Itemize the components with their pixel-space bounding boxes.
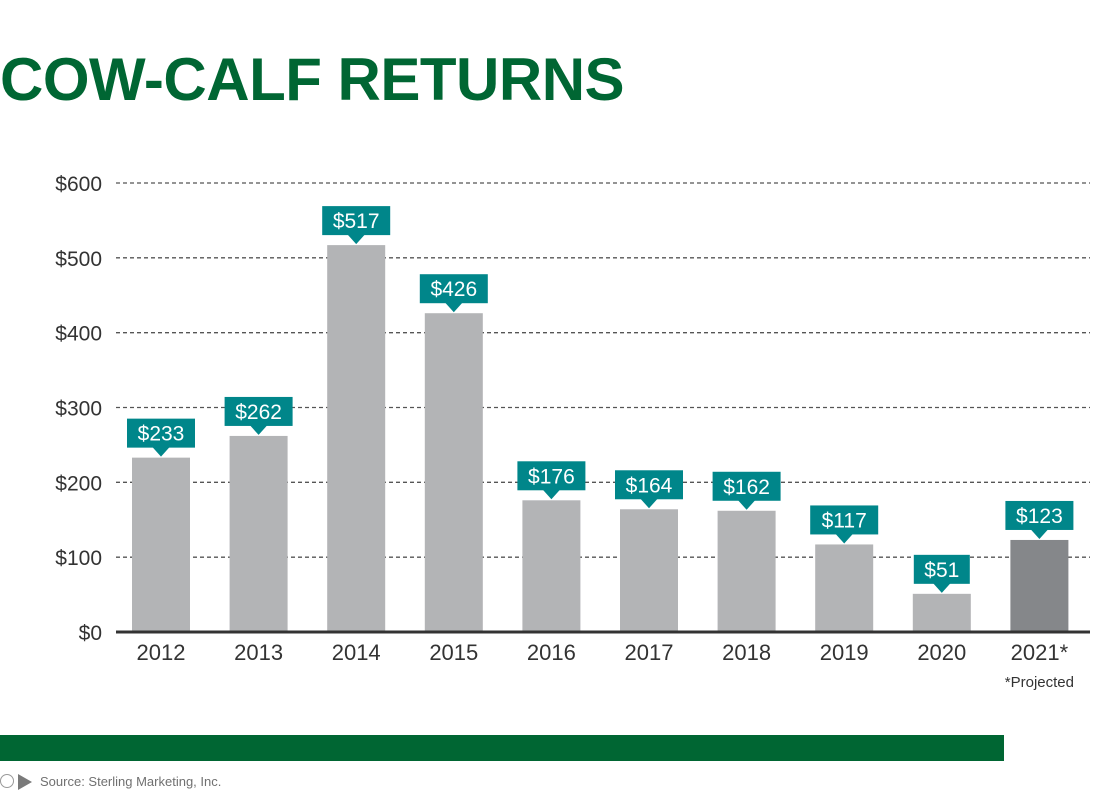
y-tick-label: $400 xyxy=(55,323,102,346)
bar xyxy=(229,435,288,632)
data-label: $233 xyxy=(138,423,185,446)
projected-footnote: *Projected xyxy=(1005,674,1074,691)
y-tick-label: $600 xyxy=(55,173,102,196)
x-tick-label: 2014 xyxy=(332,640,381,665)
data-label: $123 xyxy=(1016,505,1063,528)
data-label: $262 xyxy=(235,401,282,424)
bar xyxy=(717,510,776,632)
x-tick-label: 2020 xyxy=(917,640,966,665)
data-label-pointer xyxy=(640,498,658,509)
y-tick-label: $300 xyxy=(55,398,102,421)
x-tick-label: 2015 xyxy=(429,640,478,665)
data-label-box xyxy=(224,396,293,426)
x-tick-label: 2012 xyxy=(137,640,186,665)
bar-chart: $0$100$200$300$400$500$600 2012 2013 2014 2… xyxy=(55,173,1090,691)
x-tick-label: 2013 xyxy=(234,640,283,665)
chart-title: COW-CALF RETURNS xyxy=(0,46,625,113)
data-label-box xyxy=(419,274,488,304)
slide-nav-icon[interactable] xyxy=(0,772,40,791)
source-line: Source: Sterling Marketing, Inc. xyxy=(0,772,221,791)
data-label-box xyxy=(712,471,781,501)
data-label-box xyxy=(1005,500,1074,530)
data-label-pointer xyxy=(835,533,854,544)
data-label: $117 xyxy=(822,509,867,532)
x-tick-label: 2018 xyxy=(722,640,771,665)
data-label-box xyxy=(913,554,970,584)
source-text: Source: Sterling Marketing, Inc. xyxy=(40,774,222,789)
data-label-box xyxy=(810,505,879,535)
data-label-pointer xyxy=(542,489,561,500)
data-label: $162 xyxy=(723,476,770,499)
x-tick-label: 2019 xyxy=(820,640,869,665)
bar xyxy=(620,509,678,632)
x-axis-ticks: 2012 2013 2014 2015 2016 2017 2018 2019 2020 2021… xyxy=(137,640,1069,665)
bar xyxy=(327,245,386,632)
data-label-box xyxy=(322,206,391,236)
y-tick-label: $200 xyxy=(55,472,102,495)
data-label-pointer xyxy=(152,446,170,457)
data-label-pointer xyxy=(1030,528,1049,539)
y-axis-ticks: $0 $100 $200 $300 $400 $500 $600 xyxy=(55,173,102,645)
data-label-pointer xyxy=(737,499,756,510)
data-label-box xyxy=(127,418,195,448)
data-label: $517 xyxy=(333,210,380,233)
data-label: $426 xyxy=(430,278,477,301)
bar xyxy=(132,457,190,632)
y-tick-label: $500 xyxy=(55,248,102,271)
bar xyxy=(912,593,971,632)
data-label: $164 xyxy=(626,474,673,497)
x-tick-label: 2016 xyxy=(527,640,576,665)
data-label: $51 xyxy=(924,559,959,582)
x-tick-label: 2017 xyxy=(625,640,674,665)
chart-container: $0 $100 $200 $300 $400 $500 $600 2012 2013 2014 2… xyxy=(0,160,1105,700)
data-label-box xyxy=(517,461,586,491)
data-labels: $233 $262 $517 $426 $176 $164 $162 $117 $51 $123 xyxy=(127,206,1074,593)
data-label: $176 xyxy=(528,465,575,488)
data-label-pointer xyxy=(249,424,268,435)
data-label-pointer xyxy=(347,234,366,245)
bar xyxy=(1010,539,1069,632)
data-label-pointer xyxy=(444,302,463,313)
footer-bar xyxy=(0,735,1004,761)
x-tick-label: 2021* xyxy=(1011,640,1069,665)
data-label-box xyxy=(615,470,683,500)
bar xyxy=(815,544,874,632)
bar xyxy=(424,313,483,632)
y-tick-label: $0 xyxy=(79,622,102,645)
data-label-pointer xyxy=(932,582,951,593)
y-tick-label: $100 xyxy=(55,547,102,570)
bar xyxy=(522,500,581,632)
bars xyxy=(132,245,1069,632)
